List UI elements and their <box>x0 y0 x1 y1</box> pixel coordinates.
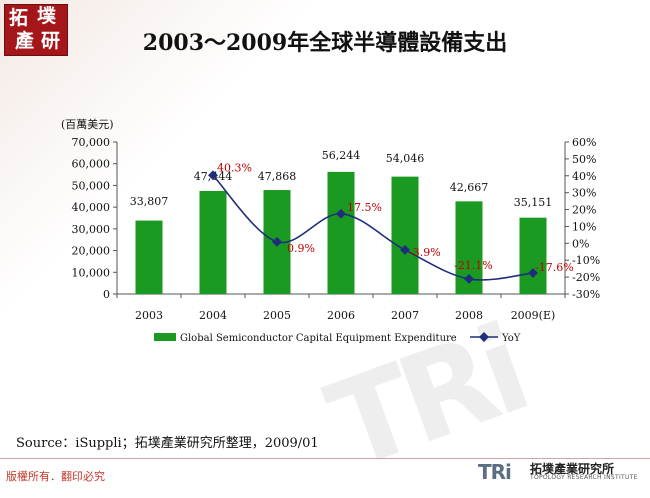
logo-char: 產 <box>15 30 35 52</box>
bar-data-label: 54,046 <box>386 152 425 165</box>
bar-data-label: 47,868 <box>258 170 297 183</box>
y-right-tick-label: -30% <box>572 288 600 301</box>
yoy-data-label: 0.9% <box>287 242 315 255</box>
x-tick-label: 2006 <box>327 309 355 322</box>
logo-char: 墣 <box>37 5 57 27</box>
y-left-tick-label: 70,000 <box>72 136 111 149</box>
copyright-text: 版權所有．翻印必究 <box>6 470 105 483</box>
yoy-point <box>464 274 474 284</box>
yoy-data-label: -17.6% <box>535 261 574 274</box>
x-tick-label: 2005 <box>263 309 291 322</box>
y-left-tick-label: 50,000 <box>72 179 111 192</box>
source-note: Source：iSuppli；拓墣產業研究所整理，2009/01 <box>16 436 319 451</box>
y-right-tick-label: -10% <box>572 254 600 267</box>
yoy-data-label: 40.3% <box>217 161 252 174</box>
y-left-tick-label: 20,000 <box>72 245 111 258</box>
brand-name-en: TOPOLOGY RESEARCH INSTITUTE <box>530 474 638 481</box>
y-right-tick-label: -20% <box>572 271 600 284</box>
bar-data-label: 33,807 <box>130 195 169 208</box>
page-title: 2003～2009年全球半導體設備支出 <box>142 30 508 56</box>
chart: 0 10,000 20,000 30,000 40,000 50,000 60,000 70,… <box>61 118 600 344</box>
footer-divider <box>0 458 650 459</box>
bar-data-label: 35,151 <box>514 196 553 209</box>
yoy-point <box>400 244 410 255</box>
yoy-point <box>272 236 282 247</box>
legend-bar-label: Global Semiconductor Capital Equipment E… <box>180 333 457 344</box>
yoy-data-label: -21.1% <box>454 259 493 272</box>
y-right-tick-label: 10% <box>572 220 596 233</box>
yoy-point <box>528 268 538 279</box>
bar <box>199 190 227 294</box>
x-tick-label: 2004 <box>199 309 227 322</box>
logo-char: 研 <box>41 30 61 52</box>
logo-char: 拓 <box>9 7 29 29</box>
y-left-tick-label: 40,000 <box>72 201 111 214</box>
bar-data-label: 56,244 <box>322 149 361 162</box>
legend-line-label: YoY <box>501 333 521 344</box>
brand-logo: TRi 拓墣產業研究所 TOPOLOGY RESEARCH INSTITUTE <box>478 460 648 484</box>
brand-name-cn: 拓墣產業研究所 <box>530 462 615 476</box>
y-right-tick-label: 40% <box>572 170 596 183</box>
legend-bar-swatch <box>154 333 176 341</box>
bar <box>519 217 547 294</box>
bar <box>135 220 163 294</box>
yoy-data-label: 17.5% <box>347 201 382 214</box>
y-axis-unit-label: (百萬美元) <box>61 118 114 131</box>
y-right-tick-label: 0% <box>572 237 589 250</box>
x-tick-label: 2007 <box>391 309 419 322</box>
yoy-data-label: -3.9% <box>409 246 441 259</box>
legend-line-marker <box>479 332 489 342</box>
y-right-tick-label: 60% <box>572 136 596 149</box>
y-right-tick-label: 20% <box>572 204 596 217</box>
bar <box>391 176 419 294</box>
y-right-tick-label: 30% <box>572 187 596 200</box>
yoy-point <box>208 170 218 181</box>
y-left-tick-label: 60,000 <box>72 158 111 171</box>
y-left-tick-label: 30,000 <box>72 223 111 236</box>
x-tick-label: 2008 <box>455 309 483 322</box>
x-tick-label: 2003 <box>135 309 163 322</box>
x-tick-label: 2009(E) <box>511 309 556 322</box>
bar <box>327 171 355 294</box>
yoy-point <box>336 208 346 219</box>
y-left-tick-label: 10,000 <box>72 266 111 279</box>
y-right-tick-label: 50% <box>572 153 596 166</box>
logo: 拓 墣 產 研 <box>4 4 68 56</box>
y-left-tick-label: 0 <box>103 288 110 301</box>
brand-mark: TRi <box>478 460 512 484</box>
bar-data-label: 42,667 <box>450 181 489 194</box>
